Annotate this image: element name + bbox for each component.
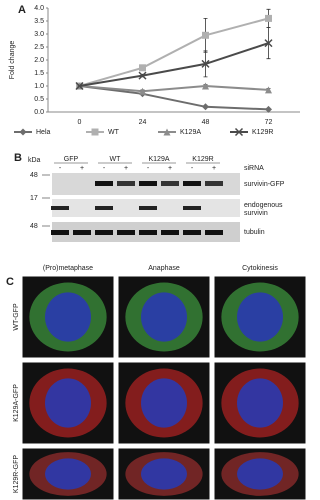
series-line — [79, 84, 269, 93]
kda-marker: 48 — [30, 223, 38, 230]
band-label: endogenous survivin — [244, 202, 283, 217]
sirna-sign: + — [212, 165, 216, 172]
column-header: Cytokinesis — [242, 265, 278, 272]
marker — [138, 71, 147, 80]
y-tick-label: 1.0 — [34, 83, 44, 90]
y-tick-label: 0.5 — [34, 96, 44, 103]
series-line — [79, 42, 269, 87]
kda-marker: 48 — [30, 172, 38, 179]
chromatin — [45, 458, 91, 490]
series-line — [79, 85, 269, 111]
panel-label: C — [6, 276, 14, 288]
panel-label: A — [18, 4, 26, 16]
kda-marker: 17 — [30, 195, 38, 202]
marker — [202, 31, 209, 39]
marker — [265, 14, 272, 22]
marker — [91, 128, 99, 136]
column-header: Anaphase — [148, 265, 180, 272]
chromatin — [237, 292, 283, 342]
column-header: (Pro)metaphase — [43, 265, 93, 272]
marker — [75, 81, 84, 91]
band — [205, 181, 223, 186]
y-tick-label: 3.5 — [34, 18, 44, 25]
y-axis-title: Fold change — [9, 41, 16, 80]
y-tick-label: 3.0 — [34, 31, 44, 38]
marker — [163, 128, 171, 136]
sirna-sign: + — [124, 165, 128, 172]
sirna-sign: + — [168, 165, 172, 172]
group-label: GFP — [64, 156, 79, 163]
y-tick-label: 0.0 — [34, 109, 44, 116]
row-label: WT-GFP — [13, 303, 20, 331]
y-tick-label: 2.0 — [34, 57, 44, 64]
marker — [202, 103, 209, 111]
marker — [202, 82, 209, 90]
sirna-sign: - — [147, 165, 150, 172]
band — [95, 230, 113, 235]
marker — [264, 39, 273, 48]
sirna-sign: - — [191, 165, 194, 172]
chromatin — [237, 378, 283, 428]
y-tick-label: 1.5 — [34, 70, 44, 77]
band — [161, 230, 179, 235]
chromatin — [141, 292, 187, 342]
y-tick-label: 4.0 — [34, 5, 44, 12]
band — [51, 230, 69, 235]
chromatin — [141, 378, 187, 428]
band-label: tubulin — [244, 229, 265, 236]
group-label: K129A — [148, 156, 169, 163]
band — [183, 230, 201, 235]
x-tick-label: 72 — [265, 119, 273, 126]
sirna-sign: + — [80, 165, 84, 172]
band — [183, 181, 201, 186]
band — [95, 181, 113, 186]
band — [139, 181, 157, 186]
band — [205, 230, 223, 235]
legend-label: K129R — [252, 129, 273, 136]
group-label: WT — [110, 156, 122, 163]
marker — [19, 128, 27, 136]
sirna-label: siRNA — [244, 165, 264, 172]
band-label: survivin-GFP — [244, 181, 285, 188]
marker — [139, 87, 146, 95]
chromatin — [237, 458, 283, 490]
marker — [265, 86, 272, 94]
row-label: K129A-GFP — [13, 384, 20, 422]
chromatin — [45, 378, 91, 428]
legend-label: WT — [108, 129, 120, 136]
band — [73, 230, 91, 235]
marker — [201, 59, 210, 68]
band — [117, 181, 135, 186]
x-tick-label: 0 — [78, 119, 82, 126]
band — [95, 206, 113, 210]
sirna-sign: - — [59, 165, 62, 172]
band — [183, 206, 201, 210]
chromatin — [45, 292, 91, 342]
band — [161, 181, 179, 186]
figure: A Fold change B kDa siRNA GFP WT K129A K129… — [6, 4, 307, 500]
marker — [265, 105, 272, 113]
row-label: K129R-GFP — [13, 455, 20, 493]
band — [51, 206, 69, 210]
chromatin — [141, 458, 187, 490]
y-tick-label: 2.5 — [34, 44, 44, 51]
sirna-sign: - — [103, 165, 106, 172]
legend-label: K129A — [180, 129, 201, 136]
band — [139, 206, 157, 210]
marker — [234, 127, 244, 137]
band — [139, 230, 157, 235]
group-label: K129R — [192, 156, 213, 163]
band — [117, 230, 135, 235]
x-tick-label: 48 — [202, 119, 210, 126]
kda-label: kDa — [28, 157, 41, 164]
series-line — [79, 17, 269, 87]
panel-label: B — [14, 152, 22, 164]
legend-label: Hela — [36, 129, 51, 136]
marker — [139, 64, 146, 72]
x-tick-label: 24 — [139, 119, 147, 126]
